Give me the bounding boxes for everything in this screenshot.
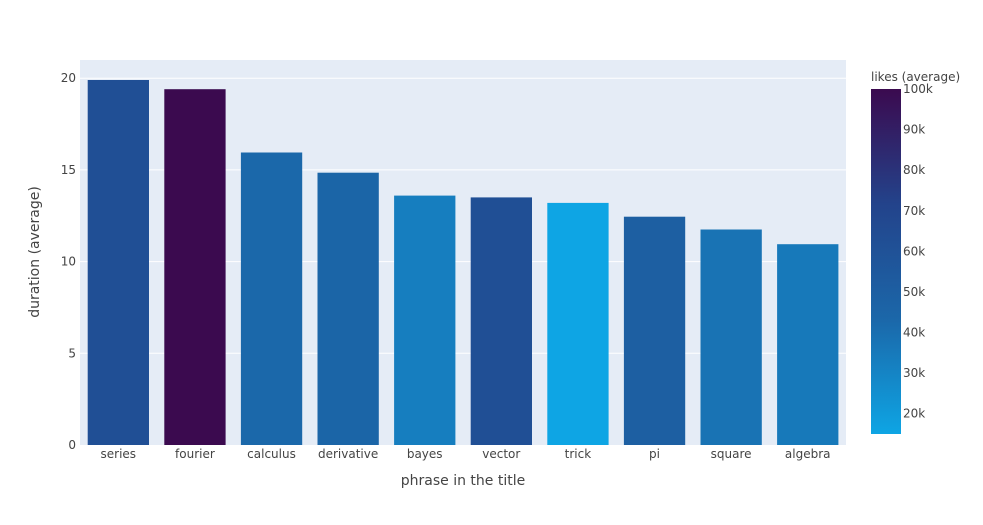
bar-pi <box>623 216 686 445</box>
x-tick-labels: series fourier calculus derivative bayes vect… <box>101 447 831 461</box>
x-tick-label: series <box>101 447 137 461</box>
colorbar <box>871 89 901 434</box>
x-tick-label: pi <box>649 447 660 461</box>
bar-series <box>87 80 149 445</box>
x-tick-label: calculus <box>247 447 296 461</box>
y-tick-label: 0 <box>68 438 76 452</box>
y-tick-label: 10 <box>61 255 76 269</box>
colorbar-tick-label: 100k <box>903 82 933 96</box>
colorbar-tick-label: 50k <box>903 285 925 299</box>
colorbar-tick-label: 90k <box>903 123 925 137</box>
y-tick-labels: 0 5 10 15 20 <box>61 71 76 452</box>
x-tick-label: trick <box>565 447 592 461</box>
y-axis-title: duration (average) <box>27 186 43 318</box>
x-tick-label: derivative <box>318 447 378 461</box>
x-tick-label: vector <box>482 447 520 461</box>
colorbar-title: likes (average) <box>871 70 960 84</box>
x-axis-title: phrase in the title <box>401 473 525 489</box>
x-tick-label: algebra <box>785 447 831 461</box>
x-tick-label: square <box>711 447 752 461</box>
colorbar-tick-label: 70k <box>903 204 925 218</box>
bar-derivative <box>317 172 379 445</box>
bar-bayes <box>394 195 456 445</box>
bar-fourier <box>164 89 226 445</box>
bar-algebra <box>777 244 839 445</box>
y-tick-label: 15 <box>61 163 76 177</box>
colorbar-tick-label: 40k <box>903 326 925 340</box>
colorbar-tick-label: 30k <box>903 366 925 380</box>
x-tick-label: fourier <box>175 447 215 461</box>
bar-square <box>700 229 762 445</box>
bar-trick <box>547 202 609 445</box>
bar-vector <box>470 197 532 445</box>
bar-calculus <box>240 152 303 445</box>
colorbar-tick-label: 80k <box>903 163 925 177</box>
colorbar-tick-label: 20k <box>903 407 925 421</box>
colorbar-tick-label: 60k <box>903 244 925 258</box>
y-tick-label: 20 <box>61 71 76 85</box>
colorbar-tick-labels: 20k 30k 40k 50k 60k 70k 80k 90k 100k <box>903 82 933 421</box>
bars <box>87 80 839 445</box>
y-tick-label: 5 <box>68 346 76 360</box>
x-tick-label: bayes <box>407 447 443 461</box>
